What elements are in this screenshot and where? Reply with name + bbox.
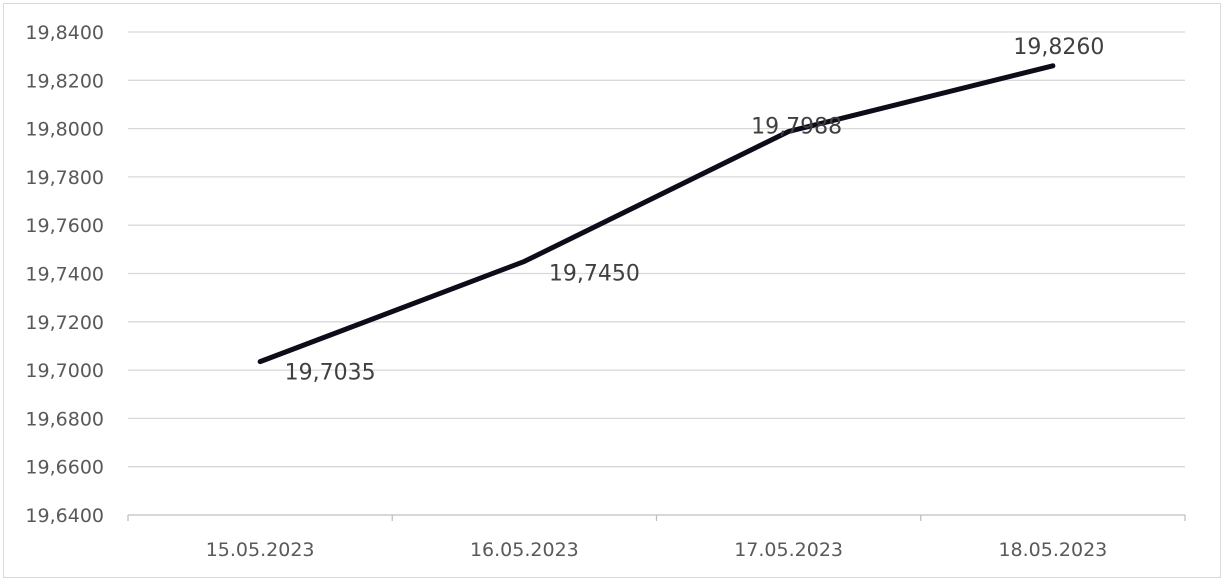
y-tick-label: 19,7800 xyxy=(25,167,104,189)
x-tick-label: 16.05.2023 xyxy=(470,539,579,561)
data-label: 19,7035 xyxy=(285,361,376,386)
y-tick-label: 19,7400 xyxy=(25,264,104,286)
y-tick-label: 19,8000 xyxy=(25,119,104,141)
y-tick-label: 19,6800 xyxy=(25,408,104,430)
x-tick-label: 18.05.2023 xyxy=(998,539,1107,561)
y-tick-label: 19,6600 xyxy=(25,457,104,479)
y-axis-tick-labels: 19,6400 19,6600 19,6800 19,7000 19,7200 19,74… xyxy=(25,22,104,527)
data-label: 19,7450 xyxy=(549,261,640,286)
y-tick-label: 19,8200 xyxy=(25,70,104,92)
x-axis xyxy=(127,514,1186,521)
data-label: 19,7988 xyxy=(751,114,842,139)
data-label: 19,8260 xyxy=(1013,35,1104,60)
x-axis-tick-labels: 15.05.2023 16.05.2023 17.05.2023 18.05.2023 xyxy=(206,539,1108,561)
x-tick-label: 15.05.2023 xyxy=(206,539,315,561)
x-tick-label: 17.05.2023 xyxy=(734,539,843,561)
data-labels: 19,7035 19,7450 19,7988 19,8260 xyxy=(285,35,1105,386)
y-tick-label: 19,6400 xyxy=(25,505,104,527)
series-layer xyxy=(257,63,1056,365)
chart-frame xyxy=(3,3,1221,578)
y-tick-label: 19,7600 xyxy=(25,215,104,237)
gridlines xyxy=(128,31,1185,468)
y-tick-label: 19,7200 xyxy=(25,312,104,334)
y-tick-label: 19,8400 xyxy=(25,22,104,44)
y-tick-label: 19,7000 xyxy=(25,360,104,382)
series-line xyxy=(257,63,1056,365)
